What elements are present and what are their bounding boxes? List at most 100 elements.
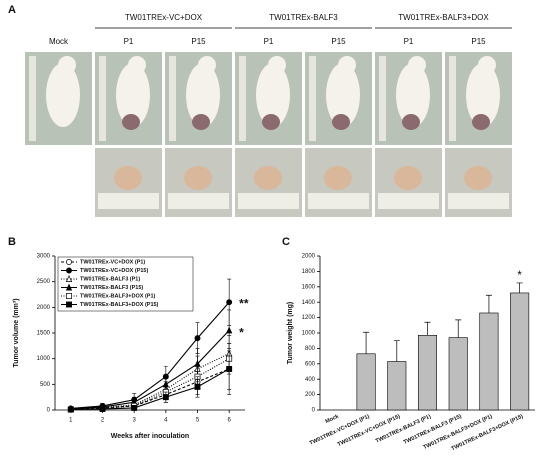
marker bbox=[131, 404, 138, 411]
tumor bbox=[394, 166, 422, 190]
ruler bbox=[308, 193, 369, 209]
y-tick-label: 1800 bbox=[302, 269, 316, 275]
series-line bbox=[70, 358, 230, 411]
mouse bbox=[256, 63, 290, 127]
y-tick-label: 400 bbox=[305, 377, 316, 383]
mouse-head bbox=[58, 56, 76, 74]
marker bbox=[226, 326, 233, 334]
y-axis-label: Tumor volume (mm³) bbox=[13, 298, 20, 367]
bar bbox=[387, 361, 407, 411]
tumor-in-vivo bbox=[402, 114, 420, 130]
error-bar bbox=[424, 321, 431, 336]
y-tick-label: 1600 bbox=[302, 284, 316, 290]
mouse-head bbox=[408, 56, 426, 74]
mouse bbox=[466, 63, 500, 127]
y-tick-label: 1000 bbox=[302, 331, 316, 337]
mouse bbox=[326, 63, 360, 127]
group-label: TW01TREx-VC+DOX bbox=[125, 13, 203, 22]
x-tick-label: 5 bbox=[196, 418, 200, 424]
marker bbox=[65, 275, 73, 282]
y-tick-label: 600 bbox=[305, 361, 316, 367]
legend-box bbox=[57, 256, 194, 312]
marker bbox=[226, 365, 233, 372]
tumor bbox=[254, 166, 282, 190]
mouse bbox=[46, 63, 80, 127]
series-line bbox=[70, 301, 230, 410]
y-tick-label: 800 bbox=[305, 346, 316, 352]
group-label: TW01TREx-BALF3+DOX bbox=[398, 13, 489, 22]
column-label: P1 bbox=[264, 37, 274, 46]
error-bar bbox=[455, 319, 462, 338]
ruler bbox=[29, 56, 36, 141]
annotation: ** bbox=[239, 296, 249, 310]
bar bbox=[510, 292, 530, 411]
tumor bbox=[324, 166, 352, 190]
ruler bbox=[309, 56, 316, 141]
ruler bbox=[448, 193, 509, 209]
x-tick-label: 2 bbox=[101, 418, 105, 424]
x-tick-label: 3 bbox=[132, 418, 136, 424]
tumor-in-vivo bbox=[122, 114, 140, 130]
ruler bbox=[379, 56, 386, 141]
y-tick-label: 1000 bbox=[37, 356, 51, 362]
tumor-in-vivo bbox=[192, 114, 210, 130]
y-tick-label: 0 bbox=[47, 408, 51, 414]
bar bbox=[356, 353, 376, 411]
marker bbox=[226, 299, 233, 306]
marker bbox=[65, 283, 73, 291]
ruler bbox=[169, 56, 176, 141]
ruler bbox=[99, 56, 106, 141]
group-label: TW01TREx-BALF3 bbox=[269, 13, 338, 22]
marker bbox=[194, 383, 201, 390]
tumor-in-vivo bbox=[332, 114, 350, 130]
legend-label: TW01TREx-BALF3 (P1) bbox=[80, 276, 140, 282]
y-tick-label: 500 bbox=[40, 382, 51, 388]
marker bbox=[162, 394, 169, 401]
column-label: P1 bbox=[404, 37, 414, 46]
legend-label: TW01TREx-VC+DOX (P1) bbox=[80, 259, 145, 265]
y-tick-label: 2000 bbox=[302, 254, 316, 260]
ruler bbox=[98, 193, 159, 209]
y-tick-label: 0 bbox=[312, 408, 316, 414]
marker bbox=[67, 406, 74, 413]
legend-label: TW01TREx-BALF3+DOX (P1) bbox=[80, 293, 155, 299]
y-tick-label: 200 bbox=[305, 392, 316, 398]
annotation: * bbox=[517, 268, 522, 282]
y-axis-label: Tumor weight (mg) bbox=[287, 302, 294, 364]
mouse-head bbox=[268, 56, 286, 74]
bar bbox=[448, 337, 468, 411]
marker bbox=[99, 406, 106, 412]
mouse bbox=[116, 63, 150, 127]
series-line bbox=[70, 330, 230, 410]
column-label: P15 bbox=[191, 37, 206, 46]
bar bbox=[479, 312, 499, 411]
mouse-head bbox=[198, 56, 216, 74]
y-tick-label: 1400 bbox=[302, 300, 316, 306]
error-bar bbox=[393, 340, 400, 362]
legend-label: TW01TREx-BALF3+DOX (P15) bbox=[80, 302, 159, 308]
series-line bbox=[70, 368, 230, 411]
marker bbox=[66, 301, 72, 308]
x-tick-label: Mock bbox=[325, 413, 341, 425]
ruler bbox=[378, 193, 439, 209]
y-tick-label: 2000 bbox=[37, 305, 51, 311]
legend-label: TW01TREx-VC+DOX (P15) bbox=[80, 268, 148, 274]
x-tick-label: 6 bbox=[227, 418, 231, 424]
ruler bbox=[449, 56, 456, 141]
y-tick-label: 1200 bbox=[302, 315, 316, 321]
legend-label: TW01TREx-BALF3 (P15) bbox=[80, 285, 143, 291]
x-tick-label: 4 bbox=[164, 418, 168, 424]
column-label: P15 bbox=[471, 37, 486, 46]
column-label: P1 bbox=[124, 37, 134, 46]
mouse-head bbox=[338, 56, 356, 74]
x-tick-label: 1 bbox=[69, 418, 73, 424]
tumor-in-vivo bbox=[262, 114, 280, 130]
error-bar bbox=[363, 331, 370, 354]
ruler bbox=[168, 193, 229, 209]
y-tick-label: 1500 bbox=[37, 331, 51, 337]
marker bbox=[66, 293, 72, 299]
ruler bbox=[238, 193, 299, 209]
marker bbox=[194, 335, 201, 342]
column-label: Mock bbox=[49, 37, 69, 46]
